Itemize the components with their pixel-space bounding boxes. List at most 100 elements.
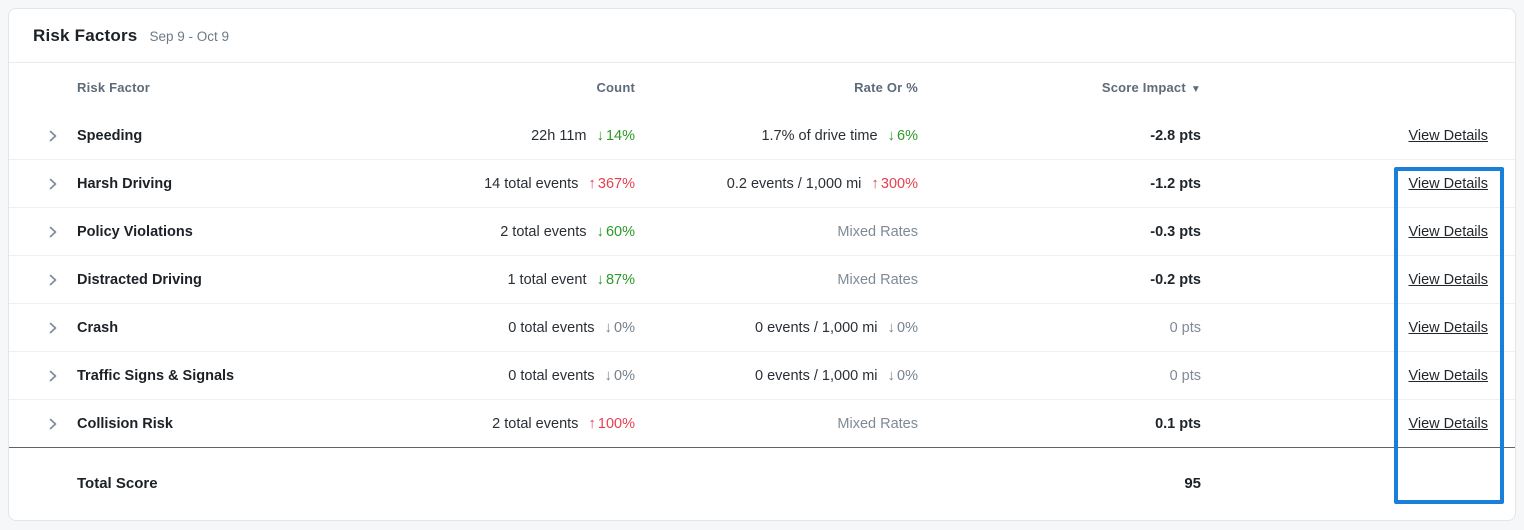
score-impact-value: -2.8 pts — [1150, 127, 1201, 144]
trend-arrow-icon: ↑ — [588, 415, 596, 432]
trend-arrow-icon: ↑ — [588, 175, 596, 192]
details-cell: View Details — [1201, 127, 1515, 145]
rate-value: Mixed Rates — [837, 271, 918, 288]
view-details-link[interactable]: View Details — [1408, 175, 1488, 192]
trend-arrow-icon: ↓ — [604, 367, 613, 384]
rate-cell: 0 events / 1,000 mi ↓ 0% — [635, 319, 918, 336]
rate-cell: Mixed Rates — [635, 416, 918, 432]
trend-arrow-icon: ↓ — [596, 127, 604, 144]
rate-cell: 0.2 events / 1,000 mi ↑ 300% — [635, 175, 918, 192]
trend-percent: 100% — [597, 416, 635, 432]
view-details-link[interactable]: View Details — [1408, 127, 1488, 144]
expand-row-button[interactable] — [45, 368, 61, 384]
expand-row-button[interactable] — [45, 176, 61, 192]
expand-row-button[interactable] — [45, 416, 61, 432]
count-value: 2 total events — [492, 416, 579, 432]
details-cell: View Details — [1201, 415, 1515, 433]
count-cell: 14 total events ↑ 367% — [349, 175, 635, 192]
trend-percent: 0% — [897, 320, 918, 336]
chevron-right-icon — [49, 274, 57, 285]
expand-row-button[interactable] — [45, 224, 61, 240]
score-impact-value: 0.1 pts — [1155, 415, 1201, 432]
risk-factors-card: Risk Factors Sep 9 - Oct 9 Risk Factor C… — [8, 8, 1516, 521]
count-trend: ↓ 60% — [596, 223, 635, 240]
rate-value: Mixed Rates — [837, 415, 918, 432]
rate-cell: 0 events / 1,000 mi ↓ 0% — [635, 367, 918, 384]
table-row: Speeding 22h 11m ↓ 14% 1.7% of drive time ↓… — [9, 112, 1515, 160]
count-value: 22h 11m — [531, 128, 587, 144]
chevron-right-icon — [49, 130, 57, 141]
count-cell: 2 total events ↑ 100% — [349, 415, 635, 432]
table-row: Collision Risk 2 total events ↑ 100% Mixed… — [9, 400, 1515, 448]
sort-descending-icon: ▼ — [1190, 84, 1201, 95]
rate-trend: ↓ 0% — [888, 367, 918, 384]
chevron-right-icon — [49, 370, 57, 381]
date-range: Sep 9 - Oct 9 — [149, 29, 229, 44]
trend-percent: 367% — [597, 176, 635, 192]
score-impact-value: -1.2 pts — [1150, 175, 1201, 192]
risk-factor-name: Distracted Driving — [77, 271, 202, 288]
view-details-link[interactable]: View Details — [1408, 271, 1488, 288]
chevron-right-icon — [49, 418, 57, 429]
trend-percent: 14% — [605, 128, 635, 144]
score-impact-value: 0 pts — [1169, 367, 1201, 384]
table-row: Crash 0 total events ↓ 0% 0 events / 1,000… — [9, 304, 1515, 352]
count-value: 14 total events — [484, 176, 579, 192]
count-value: 0 total events — [508, 320, 595, 336]
expand-row-button[interactable] — [45, 320, 61, 336]
table-header-row: Risk Factor Count Rate Or % Score Impact… — [9, 63, 1515, 112]
count-value: 0 total events — [508, 368, 595, 384]
table-body: Speeding 22h 11m ↓ 14% 1.7% of drive time ↓… — [9, 112, 1515, 448]
column-header-score-impact[interactable]: Score Impact ▼ — [918, 80, 1201, 95]
trend-percent: 0% — [614, 320, 635, 336]
count-cell: 22h 11m ↓ 14% — [349, 127, 635, 144]
chevron-right-icon — [49, 226, 57, 237]
trend-arrow-icon: ↓ — [596, 223, 604, 240]
trend-arrow-icon: ↓ — [887, 367, 896, 384]
chevron-right-icon — [49, 178, 57, 189]
risk-factor-name: Speeding — [77, 127, 143, 144]
score-impact-label: Score Impact — [1101, 80, 1186, 95]
view-details-link[interactable]: View Details — [1408, 319, 1488, 336]
column-header-count: Count — [596, 80, 635, 95]
card-header: Risk Factors Sep 9 - Oct 9 — [9, 9, 1515, 63]
expand-row-button[interactable] — [45, 128, 61, 144]
count-value: 1 total event — [507, 272, 587, 288]
rate-trend: ↑ 300% — [871, 175, 918, 192]
risk-factors-table: Risk Factor Count Rate Or % Score Impact… — [9, 63, 1515, 504]
total-score-label: Total Score — [77, 474, 158, 492]
total-score-value: 95 — [1184, 474, 1201, 492]
count-trend: ↑ 100% — [588, 415, 635, 432]
trend-percent: 0% — [614, 368, 635, 384]
table-row: Policy Violations 2 total events ↓ 60% Mix… — [9, 208, 1515, 256]
risk-factor-name: Crash — [77, 319, 119, 336]
count-cell: 1 total event ↓ 87% — [349, 271, 635, 288]
rate-cell: Mixed Rates — [635, 224, 918, 240]
table-row: Harsh Driving 14 total events ↑ 367% 0.2 e… — [9, 160, 1515, 208]
count-trend: ↓ 87% — [596, 271, 635, 288]
trend-percent: 6% — [897, 128, 918, 144]
total-score-row: Total Score 95 — [9, 448, 1515, 518]
trend-arrow-icon: ↓ — [604, 319, 613, 336]
column-header-rate: Rate Or % — [854, 80, 918, 95]
count-cell: 2 total events ↓ 60% — [349, 223, 635, 240]
score-impact-value: -0.3 pts — [1150, 223, 1201, 240]
table-row: Traffic Signs & Signals 0 total events ↓ 0… — [9, 352, 1515, 400]
details-cell: View Details — [1201, 367, 1515, 385]
view-details-link[interactable]: View Details — [1408, 367, 1488, 384]
count-trend: ↓ 0% — [605, 367, 635, 384]
expand-row-button[interactable] — [45, 272, 61, 288]
trend-percent: 300% — [880, 176, 918, 192]
table-row: Distracted Driving 1 total event ↓ 87% Mix… — [9, 256, 1515, 304]
trend-arrow-icon: ↓ — [887, 319, 896, 336]
trend-arrow-icon: ↓ — [596, 271, 604, 288]
view-details-link[interactable]: View Details — [1408, 223, 1488, 240]
count-trend: ↑ 367% — [588, 175, 635, 192]
rate-trend: ↓ 6% — [888, 127, 918, 144]
page-title: Risk Factors — [33, 25, 138, 45]
count-value: 2 total events — [500, 224, 587, 240]
view-details-link[interactable]: View Details — [1408, 415, 1488, 432]
trend-arrow-icon: ↓ — [887, 127, 896, 144]
rate-trend: ↓ 0% — [888, 319, 918, 336]
trend-percent: 60% — [605, 224, 635, 240]
